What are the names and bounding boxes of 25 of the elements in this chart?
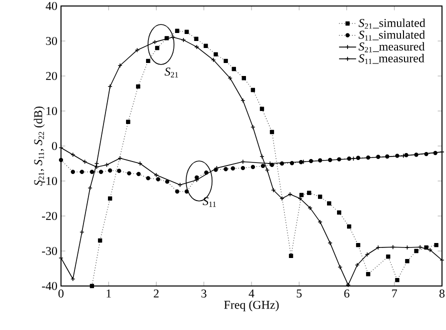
y-tick-label: -20 (42, 212, 58, 220)
y-tick-label: -10 (42, 176, 58, 186)
x-tick-label: 0 (58, 290, 64, 298)
x-axis-title: Freq (GHz) (224, 300, 279, 312)
y-tick-label: 10 (46, 106, 58, 116)
x-tick-label: 4 (248, 290, 254, 298)
annotation: S$_{11}$ (202, 197, 216, 207)
y-tick-label: 40 (46, 2, 58, 10)
legend-label: S$_{11}$_simulated (358, 30, 425, 40)
x-tick-label: 1 (106, 290, 111, 298)
legend-label: S$_{21}$_simulated (358, 18, 426, 29)
x-tick-label: 5 (296, 290, 302, 298)
y-tick-label: 0 (52, 142, 58, 150)
y-tick-label: 30 (46, 36, 58, 46)
x-tick-label: 7 (392, 290, 398, 298)
y-tick-label: -30 (42, 246, 58, 256)
x-tick-label: 2 (154, 290, 159, 298)
legend-label: S$_{11}$_measured (358, 54, 424, 64)
x-tick-label: 3 (201, 290, 206, 298)
x-tick-label: 8 (439, 290, 445, 298)
y-tick-label: -40 (42, 282, 58, 290)
y-tick-label: 20 (46, 72, 58, 80)
legend-label: S$_{21}$_measured (358, 42, 425, 52)
x-tick-label: 6 (344, 290, 350, 298)
annotation: S$_{21}$ (164, 68, 178, 78)
